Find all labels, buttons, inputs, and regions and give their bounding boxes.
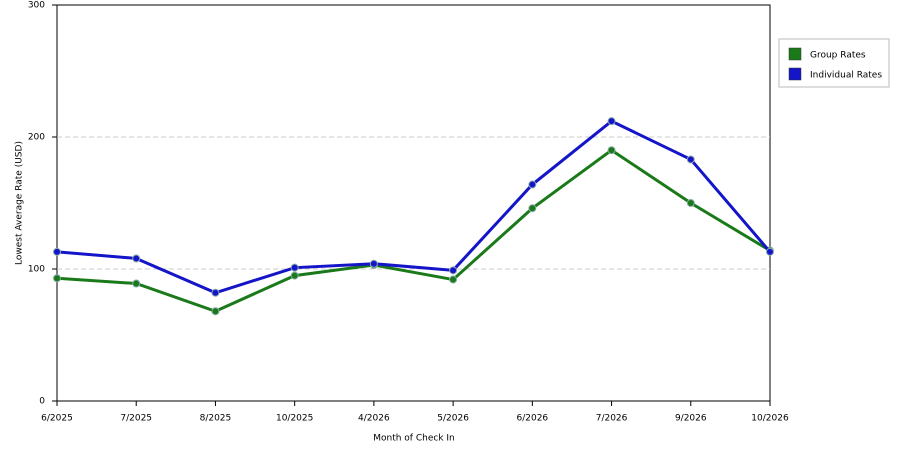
legend-swatch: [788, 47, 802, 61]
y-axis-label: Lowest Average Rate (USD): [15, 141, 25, 265]
data-point: [686, 155, 695, 164]
y-tick-label: 300: [28, 1, 45, 11]
data-point: [607, 146, 616, 155]
x-axis-label: Month of Check In: [373, 434, 455, 444]
data-point: [211, 307, 220, 316]
data-point: [686, 199, 695, 207]
data-point: [132, 254, 141, 263]
x-tick-label: 5/2026: [437, 414, 469, 424]
data-point: [449, 266, 458, 275]
data-point: [607, 117, 616, 126]
x-tick-label: 7/2025: [120, 414, 152, 424]
data-point: [211, 288, 220, 297]
data-point: [369, 259, 378, 268]
data-point: [290, 271, 299, 280]
x-tick-label: 10/2026: [751, 414, 789, 424]
data-point: [53, 247, 61, 256]
data-point: [290, 263, 299, 272]
series-line: [56, 148, 771, 313]
y-tick-label: 200: [28, 133, 45, 143]
plot-area: [56, 4, 771, 402]
x-tick-label: 6/2025: [41, 414, 73, 424]
x-tick-label: 9/2026: [675, 414, 707, 424]
series-line: [56, 119, 772, 295]
legend-swatch: [788, 67, 802, 81]
data-point: [449, 275, 458, 284]
x-tick-label: 7/2026: [596, 414, 628, 424]
data-point: [132, 279, 141, 288]
data-point: [53, 274, 61, 283]
x-tick-label: 6/2026: [516, 414, 548, 424]
x-tick-label: 10/2025: [276, 414, 313, 424]
legend-label: Individual Rates: [810, 71, 882, 81]
legend-label: Group Rates: [810, 51, 866, 61]
data-point: [766, 247, 774, 256]
data-point: [528, 204, 537, 213]
x-tick-label: 8/2025: [200, 414, 232, 424]
data-point: [528, 180, 537, 189]
y-tick-label: 0: [39, 397, 45, 407]
x-tick-label: 4/2026: [358, 414, 390, 424]
y-tick-label: 100: [28, 265, 45, 275]
